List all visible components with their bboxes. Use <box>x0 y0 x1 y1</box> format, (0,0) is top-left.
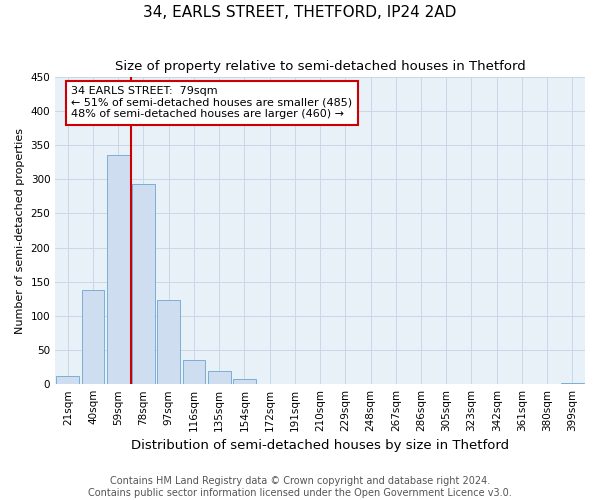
Title: Size of property relative to semi-detached houses in Thetford: Size of property relative to semi-detach… <box>115 60 526 73</box>
Bar <box>107 156 130 384</box>
X-axis label: Distribution of semi-detached houses by size in Thetford: Distribution of semi-detached houses by … <box>131 440 509 452</box>
Bar <box>56 376 79 384</box>
Text: 34 EARLS STREET:  79sqm
← 51% of semi-detached houses are smaller (485)
48% of s: 34 EARLS STREET: 79sqm ← 51% of semi-det… <box>71 86 352 120</box>
Bar <box>561 383 584 384</box>
Bar <box>82 290 104 384</box>
Y-axis label: Number of semi-detached properties: Number of semi-detached properties <box>15 128 25 334</box>
Bar <box>157 300 180 384</box>
Text: Contains HM Land Registry data © Crown copyright and database right 2024.
Contai: Contains HM Land Registry data © Crown c… <box>88 476 512 498</box>
Bar <box>132 184 155 384</box>
Bar <box>208 370 230 384</box>
Text: 34, EARLS STREET, THETFORD, IP24 2AD: 34, EARLS STREET, THETFORD, IP24 2AD <box>143 5 457 20</box>
Bar <box>182 360 205 384</box>
Bar <box>233 380 256 384</box>
